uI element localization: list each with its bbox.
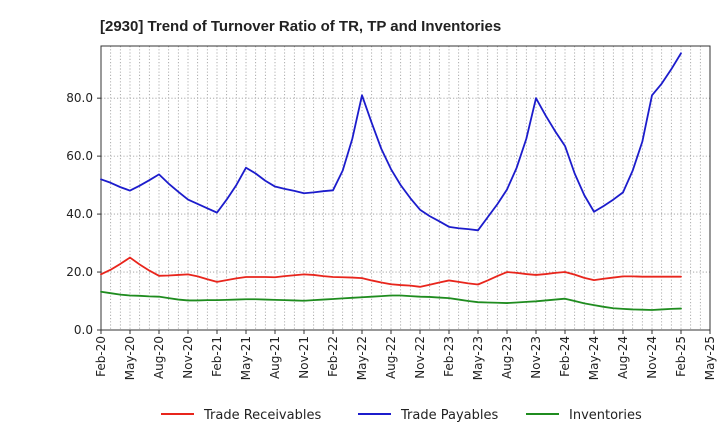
x-tick-label: May-23 (471, 336, 485, 380)
series-line-trade-payables (100, 52, 682, 232)
y-tick-label: 20.0 (66, 265, 93, 279)
y-axis: 0.0 20.0 40.0 60.0 80.0 (66, 91, 101, 337)
plot-frame (100, 45, 711, 331)
x-tick-label: Feb-24 (558, 336, 572, 377)
legend: Trade Receivables Trade Payables Inventori… (161, 408, 642, 423)
x-tick-label: Aug-23 (500, 336, 514, 379)
legend-label-trade-receivables: Trade Receivables (203, 408, 321, 423)
series-line-inventories (100, 290, 682, 311)
x-tick-label: Aug-21 (268, 336, 282, 379)
x-axis: Feb-20 May-20 Aug-20 Nov-20 Feb-21 May-21 Aug-… (94, 330, 717, 380)
x-tick-label: Aug-20 (152, 336, 166, 379)
x-tick-label: Nov-22 (413, 336, 427, 379)
x-tick-label: Nov-23 (529, 336, 543, 379)
x-tick-label: Aug-24 (616, 336, 630, 379)
x-tick-label: Feb-25 (674, 336, 688, 377)
x-tick-label: Aug-22 (384, 336, 398, 379)
x-tick-label: May-21 (239, 336, 253, 380)
y-tick-label: 80.0 (66, 91, 93, 105)
x-tick-label: May-25 (703, 336, 717, 380)
x-tick-label: Nov-21 (297, 336, 311, 379)
legend-label-trade-payables: Trade Payables (400, 408, 498, 423)
x-tick-label: Feb-23 (442, 336, 456, 377)
series-line-trade-receivables (100, 256, 682, 288)
y-tick-label: 40.0 (66, 207, 93, 221)
chart-title: [2930] Trend of Turnover Ratio of TR, TP… (100, 18, 501, 35)
series-lines (100, 52, 682, 311)
x-tick-label: Nov-20 (181, 336, 195, 379)
grid (101, 46, 710, 331)
x-tick-label: Feb-21 (210, 336, 224, 377)
x-tick-label: Feb-22 (326, 336, 340, 377)
x-tick-label: Feb-20 (94, 336, 108, 377)
x-tick-label: May-24 (587, 336, 601, 380)
y-tick-label: 0.0 (74, 323, 93, 337)
x-tick-label: May-20 (123, 336, 137, 380)
x-tick-label: May-22 (355, 336, 369, 380)
y-tick-label: 60.0 (66, 149, 93, 163)
legend-label-inventories: Inventories (569, 408, 642, 423)
x-tick-label: Nov-24 (645, 336, 659, 379)
